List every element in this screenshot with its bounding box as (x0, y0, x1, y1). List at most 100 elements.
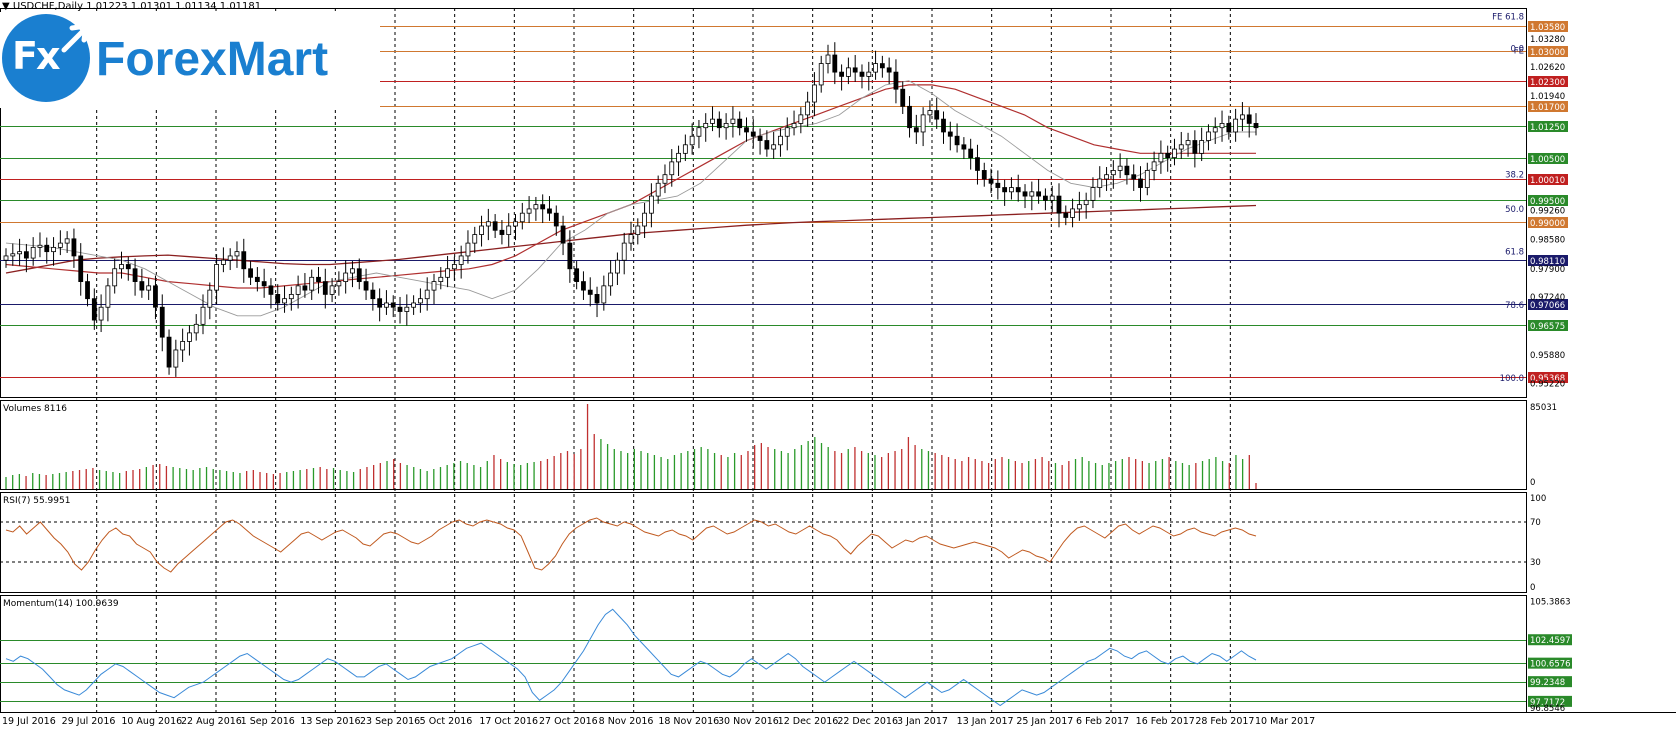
price-level-label: 0.99000 (1530, 219, 1565, 229)
candle-body (288, 294, 294, 300)
price-level-label: 1.01250 (1530, 123, 1565, 133)
price-level-tag (1528, 153, 1568, 164)
candle-body (98, 306, 104, 321)
candle-body (757, 135, 763, 141)
momentum-tick-label: 97.7172 (1530, 698, 1565, 708)
x-tick-label: 13 Jan 2017 (957, 716, 1014, 727)
candle-body (91, 298, 97, 321)
price-tick-label: 0.95880 (1530, 351, 1565, 361)
candle-body (492, 221, 498, 231)
price-level-label: 0.99500 (1530, 197, 1565, 207)
chevron-down-icon[interactable]: ▼ (2, 1, 10, 12)
candle-body (519, 212, 525, 223)
candle-body (669, 161, 675, 176)
price-level-tag (1528, 174, 1568, 185)
momentum-tick-label: 105.3863 (1530, 598, 1571, 608)
candle-body (10, 253, 16, 257)
candle-body (254, 276, 260, 282)
candle-body (173, 349, 179, 368)
price-tick-label: 0.97900 (1530, 265, 1565, 275)
candle-body (451, 264, 457, 270)
candle-body (635, 225, 641, 235)
candle-body (1036, 191, 1042, 197)
candle-body (159, 306, 165, 338)
candle-body (533, 204, 539, 210)
candle-body (839, 71, 844, 77)
rsi-title: RSI(7) 55.9951 (3, 496, 70, 506)
candle-body (1172, 148, 1177, 159)
price-tick-label: 1.03280 (1530, 35, 1565, 45)
candle-body (805, 101, 811, 116)
candle-body (873, 63, 878, 73)
candle-body (900, 88, 906, 107)
price-level-tag (1528, 101, 1568, 112)
x-tick-label: 6 Feb 2017 (1076, 716, 1129, 727)
candle-body (750, 131, 756, 137)
fibo-label: 0.0 (1510, 45, 1524, 55)
candle-body (764, 140, 770, 150)
price-level-tag (1528, 46, 1568, 57)
x-tick-label: 22 Dec 2016 (837, 716, 898, 727)
candle-body (771, 144, 777, 150)
x-tick-label: 17 Oct 2016 (479, 716, 538, 727)
candle-body (852, 67, 858, 73)
price-level-tag (1528, 255, 1568, 266)
price-level-tag (1528, 372, 1568, 383)
candle-body (540, 204, 546, 210)
candle-body (845, 67, 851, 77)
candle-body (200, 306, 206, 325)
panel-frame-vol (0, 400, 1527, 490)
candle-body (723, 123, 729, 129)
candle-body (682, 144, 688, 154)
candle-body (153, 285, 158, 308)
candle-body (655, 182, 661, 197)
candle-body (465, 242, 471, 257)
candle-body (241, 251, 247, 270)
candle-body (941, 118, 946, 133)
candle-body (282, 298, 287, 304)
candle-body (608, 272, 614, 287)
candle-body (907, 105, 912, 129)
candle-body (1043, 195, 1048, 201)
candle-body (1212, 127, 1218, 133)
candle-body (71, 238, 77, 257)
price-level-tag (1528, 76, 1568, 87)
candle-body (812, 84, 817, 103)
candle-body (893, 71, 899, 90)
candle-body (975, 157, 980, 171)
x-tick-label: 8 Nov 2016 (599, 716, 654, 727)
momentum-level-tag (1528, 657, 1572, 669)
candle-body (961, 144, 967, 150)
candle-body (601, 285, 607, 304)
candle-body (642, 212, 647, 227)
x-tick-label: 22 Aug 2016 (181, 716, 242, 727)
forexmart-logo: Fx ForexMart (0, 12, 380, 108)
candle-body (1083, 199, 1089, 206)
candle-body (1131, 174, 1137, 180)
rsi-tick-label: 70 (1530, 518, 1541, 528)
candle-body (886, 67, 892, 73)
momentum-tick-label: 99.2348 (1530, 678, 1565, 688)
momentum-level-tag (1528, 676, 1572, 688)
candle-body (526, 208, 532, 214)
price-level-tag (1528, 299, 1568, 310)
candle-body (1138, 178, 1143, 188)
candle-body (832, 54, 838, 73)
price-tick-label: 0.97240 (1530, 293, 1565, 303)
candle-body (424, 289, 430, 300)
x-tick-label: 5 Oct 2016 (420, 716, 473, 727)
x-tick-label: 19 Jul 2016 (2, 716, 56, 727)
candle-body (431, 281, 437, 291)
candle-body (1056, 195, 1062, 214)
candle-body (105, 285, 111, 308)
candle-body (791, 123, 797, 129)
candle-body (207, 289, 213, 308)
price-level-label: 1.02300 (1530, 78, 1565, 88)
candle-body (1070, 208, 1075, 218)
candle-body (696, 127, 702, 137)
fibo-label: FE 61.8 (1492, 13, 1524, 23)
price-tick-label: 1.02620 (1530, 63, 1565, 73)
candle-body (968, 148, 974, 159)
candle-body (547, 208, 552, 214)
